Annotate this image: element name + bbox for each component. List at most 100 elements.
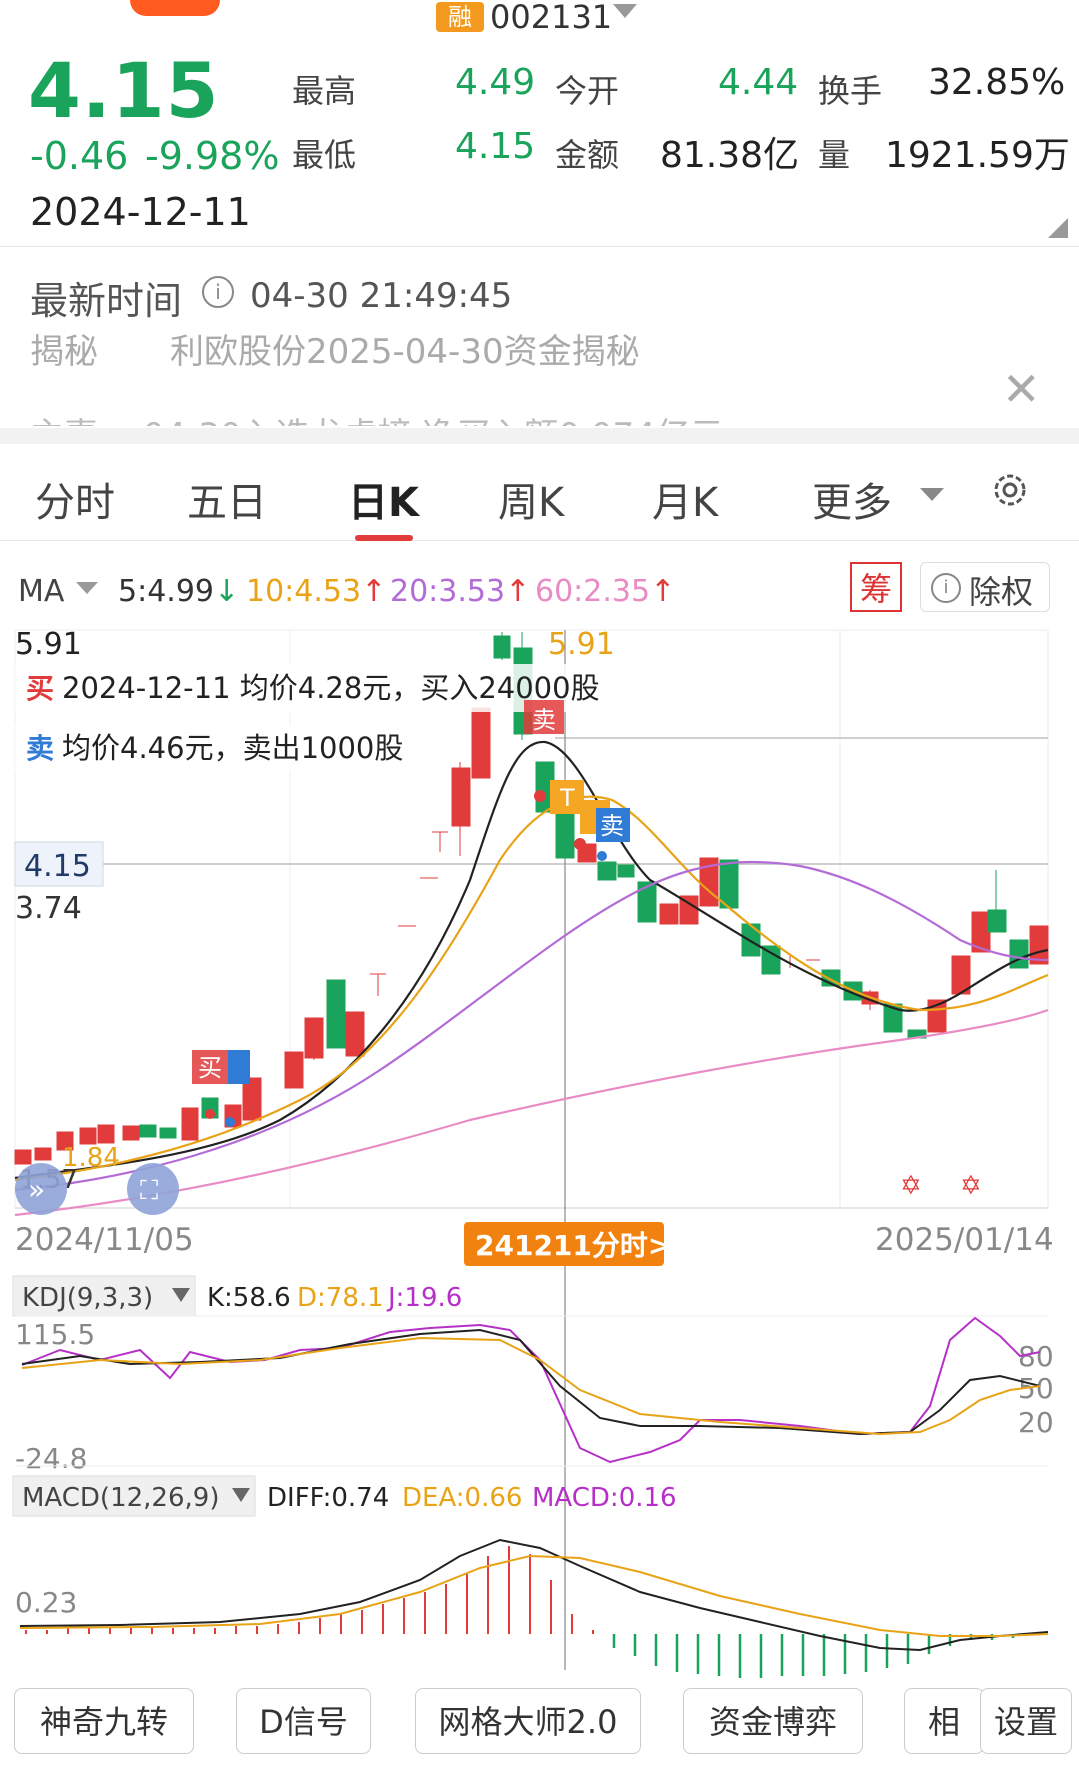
high-value: 4.49 [455,62,536,103]
sell-annotation-bg [15,724,420,772]
sell-marker-peak[interactable] [524,700,564,734]
trade-dot [597,851,607,861]
start-date: 2024/11/05 [15,1222,194,1258]
tab-five-day[interactable]: 五日 [187,480,267,526]
ma5-value: 5:4.99↓ [118,574,240,609]
settings-button[interactable]: 设置 [980,1688,1072,1754]
end-date: 2025/01/14 [875,1222,1054,1258]
intraday-button[interactable] [464,1222,664,1266]
kdj-label: KDJ(9,3,3) [22,1283,153,1313]
kdj-top: 115.5 [15,1318,95,1351]
kdj-d: D:78.1 [297,1283,384,1313]
kdj-k-line [21,1328,1041,1436]
d-signal-button[interactable]: D信号 [236,1688,371,1754]
magic-nine-button[interactable]: 神奇九转 [14,1688,194,1754]
marker-text: 卖 [600,812,624,840]
tab-monthly-k[interactable]: 月K [652,480,719,526]
sell-marker-small[interactable] [228,1050,250,1084]
trade-dot [534,790,546,802]
macd-label: MACD(12,26,9) [22,1483,219,1513]
buy-marker[interactable] [192,1050,230,1084]
ref-price-label: 3.74 [15,891,82,926]
macd-red-bars [25,1546,594,1634]
latest-time-value: 04-30 21:49:45 [250,276,513,316]
scroll-left-button[interactable] [15,1163,67,1215]
close-icon[interactable]: ✕ [1002,362,1041,416]
news-item-2[interactable]: 主喜 04-30入选龙虎榜 净买入额0.074亿元 [30,408,724,426]
t-marker[interactable] [550,780,584,814]
chevron-down-icon[interactable] [613,4,637,18]
amount-value: 81.38亿 [660,135,800,176]
macd-green-bars [612,1634,1015,1678]
fund-game-button[interactable]: 资金博弈 [683,1688,863,1754]
tab-daily-k[interactable]: 日K [348,480,419,526]
marker-text: T [559,784,575,812]
buy-tag: 买 [26,672,54,705]
chevron-down-icon[interactable] [76,582,98,594]
current-price-box [14,841,104,887]
turnover-label: 换手 [818,72,883,110]
latest-time-label: 最新时间 [30,279,183,323]
macd-selector[interactable] [12,1475,256,1517]
section-gap [0,428,1079,444]
low-label-a: 1.84 [62,1143,120,1173]
ma20-value: 20:3.53↑ [390,574,531,609]
ma10-line [14,795,1049,1182]
divider [0,246,1079,247]
marker-text: 买 [198,1054,222,1082]
gear-icon[interactable] [990,470,1030,510]
kdj-k: K:58.6 [207,1283,291,1313]
sell-marker[interactable] [596,808,630,842]
candlesticks [14,632,1049,1165]
trade-dot [225,1117,235,1127]
macd-diff: DIFF:0.74 [267,1483,389,1513]
stock-code[interactable]: 002131 [490,0,613,36]
volume-label: 量 [818,136,851,174]
fullscreen-button[interactable] [127,1163,179,1215]
star-icon: ✡ [900,1171,922,1201]
chevron-down-icon[interactable] [920,488,944,501]
chevron-down-icon[interactable] [172,1288,190,1302]
grid-master-button[interactable]: 网格大师2.0 [415,1688,641,1754]
tab-more[interactable]: 更多 [812,480,892,526]
kline-chart[interactable]: 5.91 5.91 4.15 3.74 1.84 1.57 买 2024-12-… [0,620,1079,1680]
macd-value: MACD:0.16 [532,1483,677,1513]
turnover-value: 32.85% [928,62,1066,103]
kdj-j: J:19.6 [386,1283,462,1313]
low-value: 4.15 [455,126,536,167]
low-label: 最低 [292,136,357,174]
macd-dea: DEA:0.66 [402,1483,522,1513]
ma60-line [14,1008,1049,1217]
price-change: -0.46 [30,134,129,178]
kdj-80: 80 [1018,1340,1054,1373]
high-label: 最高 [292,72,357,110]
sell-tag: 卖 [26,732,54,765]
current-price-label: 4.15 [24,849,91,884]
margin-badge: 融 [436,2,484,32]
expand-corner-icon[interactable] [1048,218,1068,238]
tab-weekly-k[interactable]: 周K [498,480,565,526]
open-value: 4.44 [718,62,799,103]
tab-intraday[interactable]: 分时 [35,480,115,526]
info-icon[interactable]: i [202,276,234,308]
last-price: 4.15 [28,46,220,135]
news-item[interactable]: 利欧股份2025-04-30资金揭秘 [170,332,640,372]
price-change-pct: -9.98% [145,134,280,178]
ex-rights-button[interactable]: i 除权 [920,562,1050,612]
status-pill [130,0,220,16]
macd-dea-line [19,1554,1049,1637]
kdj-d-line [21,1336,1041,1436]
chevron-down-icon[interactable] [232,1488,250,1502]
peak-label: 5.91 [548,627,615,662]
info-icon: i [931,573,961,603]
ma5-line [14,740,1049,1180]
price-top: 5.91 [15,627,82,662]
buy-annotation-bg [15,664,613,712]
trade-dot [205,1109,215,1119]
chip-distribution-button[interactable]: 筹 [850,562,902,612]
expand-icon: ⛶ [140,1176,158,1206]
double-chevron-icon: » [28,1173,45,1206]
ma-label[interactable]: MA [18,574,65,609]
kdj-selector[interactable] [12,1275,196,1317]
related-button[interactable]: 相 [904,1688,984,1754]
